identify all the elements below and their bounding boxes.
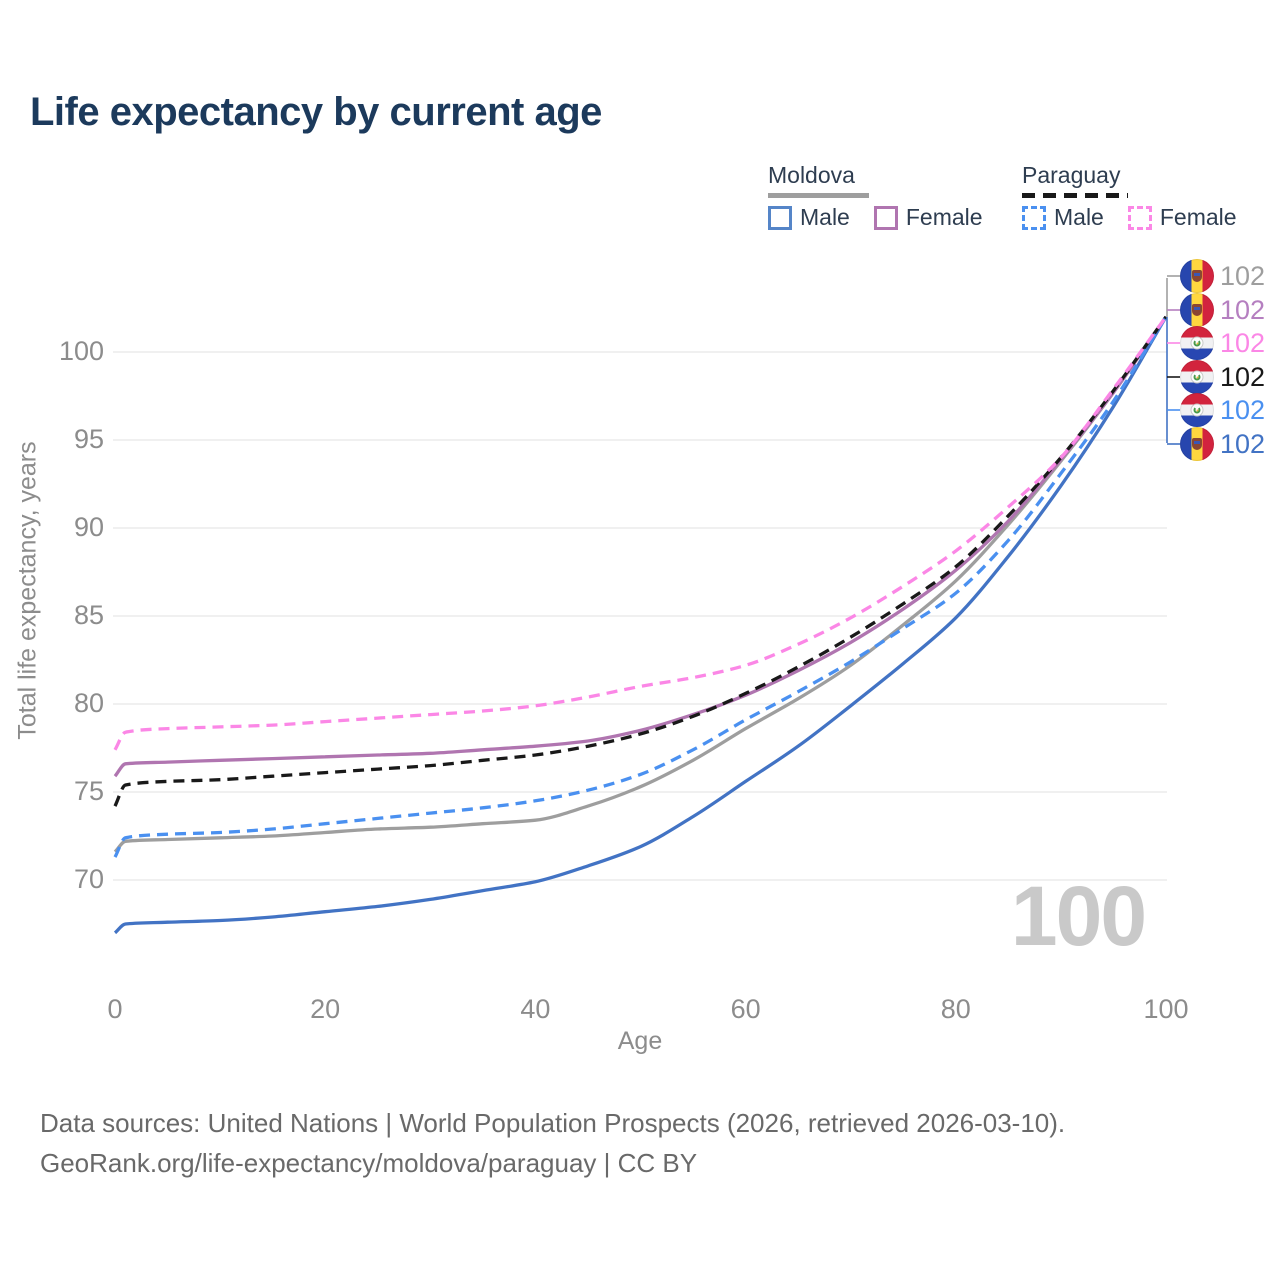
- legend-group-moldova: Moldova: [768, 162, 869, 198]
- legend-label-moldova-male[interactable]: Male: [800, 204, 850, 230]
- flag-emblem: [1192, 438, 1202, 450]
- line-chart: [113, 275, 1180, 935]
- flag-emblem: [1190, 336, 1204, 350]
- legend-swatch-moldova-female[interactable]: [873, 205, 898, 230]
- legend-label-moldova-female[interactable]: Female: [905, 204, 983, 230]
- x-axis-title: Age: [617, 1027, 663, 1055]
- series-line-paraguay-female[interactable]: [113, 315, 1168, 751]
- paraguay-flag-icon: [1180, 393, 1214, 427]
- series-line-moldova-female[interactable]: [113, 315, 1168, 778]
- flag-emblem: [1192, 270, 1202, 282]
- x-tick-0: 0: [107, 994, 123, 1024]
- end-value: 102: [1220, 260, 1266, 291]
- legend-swatch-paraguay-female[interactable]: [1127, 205, 1152, 230]
- y-tick-70: 70: [73, 864, 104, 894]
- y-tick-85: 85: [73, 600, 104, 630]
- legend-items-moldova: Male Female: [768, 204, 999, 231]
- page-title: Life expectancy by current age: [30, 90, 602, 134]
- y-tick-95: 95: [73, 424, 104, 454]
- end-label-paraguay-female: 102: [1180, 326, 1265, 360]
- moldova-flag-icon: [1180, 259, 1214, 293]
- end-label-moldova-both: 102: [1180, 259, 1265, 293]
- end-label-moldova-male: 102: [1180, 427, 1265, 461]
- end-label-paraguay-both: 102: [1180, 360, 1265, 394]
- legend-items-paraguay: Male Female: [1022, 204, 1253, 231]
- flag-emblem: [1192, 304, 1202, 316]
- end-label-moldova-female: 102: [1180, 293, 1265, 327]
- legend-label-paraguay-female[interactable]: Female: [1159, 204, 1237, 230]
- end-value: 102: [1220, 294, 1266, 325]
- paraguay-flag-icon: [1180, 360, 1214, 394]
- y-tick-90: 90: [73, 512, 104, 542]
- footer-data-sources: Data sources: United Nations | World Pop…: [40, 1108, 1066, 1138]
- x-tick-40: 40: [520, 994, 551, 1024]
- moldova-flag-icon: [1180, 293, 1214, 327]
- x-tick-100: 100: [1143, 994, 1189, 1024]
- series-line-paraguay-male[interactable]: [113, 315, 1168, 858]
- legend-underline-paraguay: [1022, 193, 1128, 198]
- moldova-flag-icon: [1180, 427, 1214, 461]
- series-line-moldova-both-sexes[interactable]: [113, 315, 1168, 853]
- legend-swatch-paraguay-male[interactable]: [1022, 205, 1046, 230]
- legend-underline-moldova: [768, 193, 869, 198]
- y-tick-100: 100: [58, 336, 104, 366]
- y-tick-75: 75: [73, 776, 104, 806]
- y-tick-80: 80: [73, 688, 104, 718]
- flag-emblem: [1190, 403, 1204, 417]
- legend-country-paraguay: Paraguay: [1022, 162, 1121, 188]
- flag-emblem: [1190, 370, 1204, 384]
- x-tick-60: 60: [730, 994, 761, 1024]
- legend-swatch-moldova-male[interactable]: [768, 205, 792, 230]
- end-label-paraguay-male: 102: [1180, 393, 1265, 427]
- series-line-paraguay-both-sexes[interactable]: [113, 315, 1168, 807]
- legend-country-moldova: Moldova: [768, 162, 855, 188]
- end-value: 102: [1220, 327, 1266, 358]
- end-value: 102: [1220, 394, 1266, 425]
- series-line-moldova-male[interactable]: [113, 315, 1168, 935]
- watermark-age-100: 100: [1010, 869, 1147, 963]
- paraguay-flag-icon: [1180, 326, 1214, 360]
- end-value: 102: [1220, 428, 1266, 459]
- x-tick-80: 80: [940, 994, 971, 1024]
- footer-attribution: GeoRank.org/life-expectancy/moldova/para…: [40, 1148, 698, 1178]
- end-value: 102: [1220, 361, 1266, 392]
- x-tick-20: 20: [310, 994, 341, 1024]
- legend-label-paraguay-male[interactable]: Male: [1054, 204, 1104, 230]
- legend-group-paraguay: Paraguay: [1022, 162, 1128, 198]
